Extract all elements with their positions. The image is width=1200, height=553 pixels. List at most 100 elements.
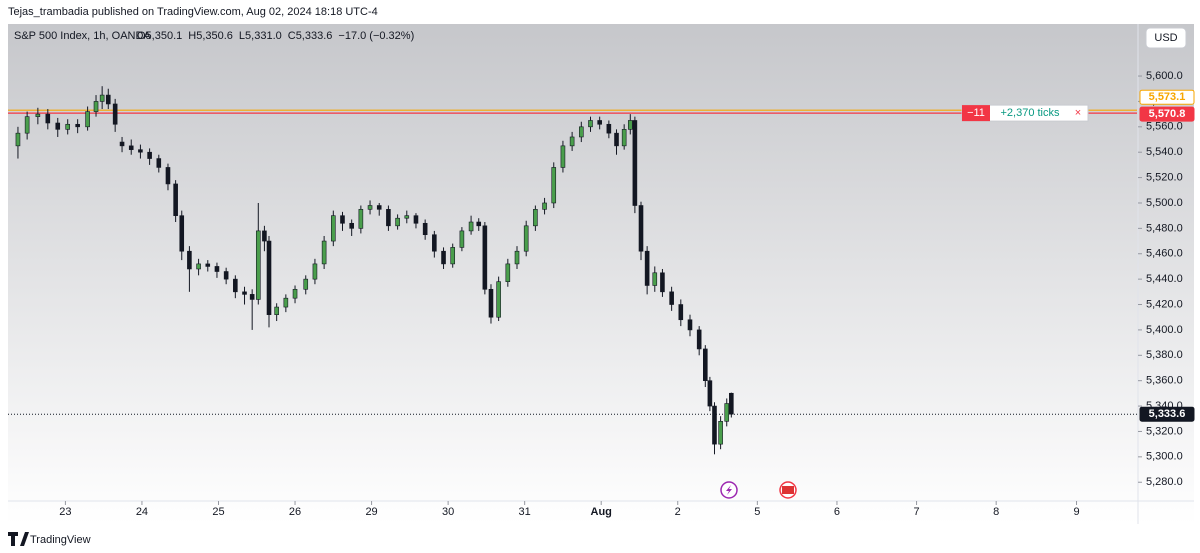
measure-ticks: +2,370 ticks: [1000, 107, 1060, 119]
plot-background: [8, 24, 1194, 524]
y-tick-label: 5,420.0: [1146, 298, 1183, 310]
candle-body: [349, 222, 354, 229]
price-label: 5,570.8: [1149, 108, 1186, 120]
x-tick-label: 5: [754, 506, 760, 518]
candle-body: [687, 319, 693, 331]
candle-body: [15, 132, 21, 147]
candle-body: [523, 225, 529, 252]
candle-body: [614, 132, 619, 147]
candle-body: [340, 215, 345, 224]
candle-body: [386, 209, 391, 227]
candle-body: [542, 202, 547, 210]
candle-body: [514, 250, 520, 265]
candle-body: [266, 240, 272, 315]
candle-body: [24, 116, 30, 134]
candle-body: [496, 281, 501, 318]
ohlc-legend: O5,350.1 H5,350.6 L5,331.0 C5,333.6 −17.0 (−…: [137, 30, 414, 42]
candle-body: [560, 145, 566, 168]
candle-body: [432, 234, 437, 252]
candle-body: [376, 205, 382, 210]
ohlc-value: L5,331.0: [239, 30, 282, 42]
candle-body: [729, 392, 734, 415]
ohlc-value: O5,350.1: [137, 30, 182, 42]
y-tick-label: 5,600.0: [1146, 70, 1183, 82]
candle-body: [621, 129, 627, 147]
candle-body: [632, 120, 638, 206]
candle-body: [476, 221, 482, 227]
candle-body: [45, 113, 51, 124]
y-tick-label: 5,400.0: [1146, 324, 1183, 336]
event-glyph: [726, 485, 732, 495]
x-tick-label: Aug: [591, 506, 612, 518]
candle-body: [274, 306, 279, 315]
x-tick-label: 6: [834, 506, 840, 518]
candle-body: [468, 221, 474, 232]
candle-body: [579, 126, 584, 138]
candle-body: [93, 101, 99, 112]
y-tick-label: 5,380.0: [1146, 349, 1183, 361]
x-tick-label: 7: [913, 506, 919, 518]
y-tick-label: 5,320.0: [1146, 425, 1183, 437]
candle-body: [627, 120, 633, 130]
y-tick-label: 5,500.0: [1146, 197, 1183, 209]
y-tick-label: 5,360.0: [1146, 375, 1183, 387]
candle-body: [660, 272, 665, 293]
candle-body: [179, 215, 185, 252]
y-tick-label: 5,460.0: [1146, 248, 1183, 260]
candle-body: [147, 151, 152, 159]
candle-body: [262, 230, 267, 242]
x-tick-label: 25: [212, 506, 224, 518]
ohlc-value: −17.0 (−0.32%): [338, 30, 414, 42]
candle-body: [718, 421, 723, 445]
candle-body: [112, 103, 118, 125]
candle-body: [482, 225, 488, 290]
candle-body: [105, 94, 111, 105]
candle-body: [358, 209, 364, 229]
symbol: S&P 500 Index, 1h, OANDA: [14, 30, 151, 42]
x-tick-label: 29: [365, 506, 377, 518]
candle-body: [422, 222, 428, 236]
candle-body: [65, 123, 71, 130]
x-tick-label: 8: [993, 506, 999, 518]
price-label-bg: [1139, 406, 1195, 422]
candle-body: [652, 272, 658, 286]
candle-body: [588, 120, 593, 128]
y-tick-label: 5,280.0: [1146, 476, 1183, 488]
candle-body: [187, 250, 192, 270]
x-tick-label: 23: [59, 506, 71, 518]
candle-body: [488, 288, 494, 318]
measure-bars: −11: [967, 107, 985, 119]
candle-body: [55, 122, 61, 130]
candle-body: [223, 271, 229, 280]
currency: USD: [1154, 32, 1177, 44]
candle-body: [367, 205, 373, 210]
y-tick-label: 5,300.0: [1146, 451, 1183, 463]
candle-body: [173, 183, 178, 216]
measure-close[interactable]: ×: [1075, 107, 1081, 119]
y-tick-label: 5,560.0: [1146, 121, 1183, 133]
event-flag: [782, 486, 794, 494]
currency-button[interactable]: [1145, 27, 1187, 49]
candle-body: [242, 291, 247, 295]
candle-body: [606, 123, 612, 134]
x-tick-label: 30: [442, 506, 454, 518]
candle-body: [703, 348, 708, 381]
brand-logo: [8, 532, 29, 546]
candle-body: [551, 167, 557, 204]
brand: TradingView: [30, 534, 91, 546]
candle-body: [75, 123, 80, 128]
y-tick-label: 5,440.0: [1146, 273, 1183, 285]
price-label-bg: [1139, 106, 1195, 122]
candle-body: [255, 230, 261, 300]
y-tick-label: 5,480.0: [1146, 222, 1183, 234]
candle-body: [678, 304, 684, 321]
candle-body: [505, 263, 511, 282]
candle-body: [450, 247, 456, 265]
x-tick-label: 24: [136, 506, 148, 518]
candle-body: [128, 145, 134, 150]
candle-body: [85, 111, 90, 128]
publisher: Tejas_trambadia published on TradingView…: [8, 6, 378, 18]
x-tick-label: 26: [289, 506, 301, 518]
candle-body: [597, 120, 602, 125]
